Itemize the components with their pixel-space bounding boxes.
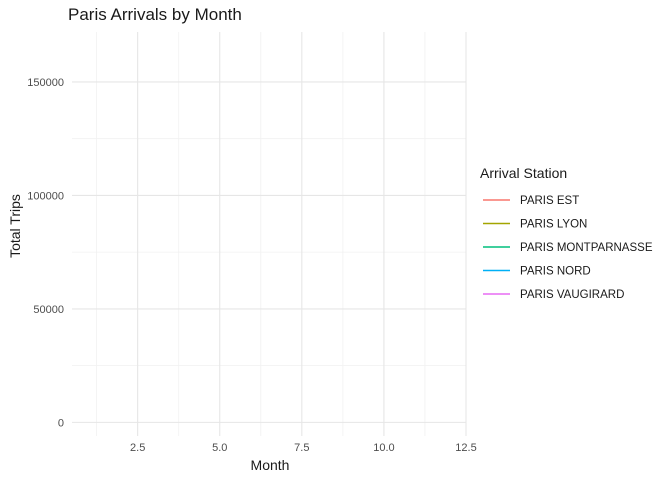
legend-title: Arrival Station <box>480 165 567 181</box>
x-tick-label: 10.0 <box>373 442 394 454</box>
y-tick-label: 100000 <box>27 190 64 202</box>
grid <box>72 32 467 436</box>
legend-items: PARIS EST PARIS LYON PARIS MONTPARNASSE PAR… <box>483 195 653 301</box>
legend-label: PARIS EST <box>520 195 579 207</box>
y-tick-label: 150000 <box>27 77 64 89</box>
legend-label: PARIS MONTPARNASSE <box>520 242 653 254</box>
x-tick-label: 12.5 <box>455 442 476 454</box>
x-axis-title: Month <box>251 457 290 473</box>
x-tick-label: 2.5 <box>130 442 145 454</box>
y-axis-title: Total Trips <box>7 194 23 258</box>
x-axis-ticks: 2.5 5.0 7.5 10.0 12.5 <box>130 442 477 454</box>
legend-label: PARIS VAUGIRARD <box>520 289 624 301</box>
y-tick-label: 50000 <box>33 304 64 316</box>
legend-label: PARIS NORD <box>520 266 591 278</box>
x-tick-label: 7.5 <box>294 442 309 454</box>
y-tick-label: 0 <box>58 417 64 429</box>
x-tick-label: 5.0 <box>212 442 227 454</box>
legend-label: PARIS LYON <box>520 219 587 231</box>
chart-title: Paris Arrivals by Month <box>68 5 242 24</box>
y-axis-ticks: 0 50000 100000 150000 <box>27 77 64 429</box>
